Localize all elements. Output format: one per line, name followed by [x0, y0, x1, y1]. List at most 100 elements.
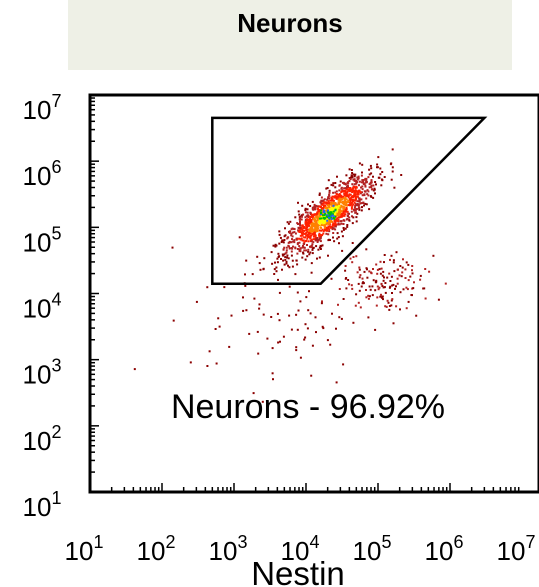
data-point [340, 187, 343, 190]
data-point [290, 228, 293, 231]
data-point [318, 192, 321, 195]
data-point [314, 224, 317, 227]
data-point [356, 192, 359, 195]
data-point [285, 260, 288, 263]
data-point [306, 233, 309, 236]
data-point [368, 173, 371, 176]
data-point [347, 212, 350, 215]
data-point [214, 328, 217, 330]
data-point [332, 191, 335, 194]
data-point [369, 164, 372, 167]
data-point [318, 221, 320, 224]
data-point [335, 196, 338, 199]
data-point [323, 211, 326, 214]
data-point [383, 276, 385, 279]
data-point [277, 341, 280, 344]
data-point [307, 222, 310, 225]
data-point [320, 199, 323, 202]
data-point [411, 265, 414, 267]
data-point [329, 239, 331, 241]
data-point [367, 294, 370, 297]
data-point [351, 187, 354, 190]
data-point [338, 223, 341, 226]
data-point [311, 200, 314, 203]
data-point [372, 175, 374, 178]
data-point [295, 237, 298, 240]
data-point [303, 241, 306, 244]
data-point [307, 224, 310, 227]
data-point [356, 203, 359, 205]
data-point [256, 255, 259, 258]
data-point [358, 197, 361, 200]
data-point [342, 208, 345, 211]
data-point [297, 226, 300, 229]
data-point [372, 268, 374, 270]
data-point [304, 336, 307, 339]
data-point [306, 214, 309, 217]
data-point [342, 205, 345, 208]
data-point [321, 325, 324, 328]
data-point [348, 193, 351, 196]
data-point [172, 319, 175, 322]
data-point [346, 204, 348, 207]
data-point [344, 187, 347, 190]
data-point [318, 232, 321, 235]
data-point [300, 231, 303, 234]
data-point [299, 222, 301, 225]
data-point [379, 295, 382, 298]
data-point [309, 232, 312, 235]
data-point [346, 184, 349, 187]
data-point [349, 187, 351, 189]
data-point [298, 245, 301, 248]
data-point [316, 225, 318, 228]
data-point [276, 257, 279, 260]
data-point [388, 286, 391, 289]
data-point [330, 217, 333, 220]
data-point [304, 258, 307, 261]
data-point [346, 210, 349, 213]
data-point [368, 186, 371, 189]
data-point [374, 181, 377, 183]
data-point [316, 230, 319, 233]
data-point [342, 195, 345, 198]
data-point [341, 205, 344, 208]
data-point [242, 309, 245, 312]
data-point [402, 288, 405, 291]
data-point [320, 235, 322, 238]
data-point [343, 187, 346, 190]
data-point [332, 201, 335, 204]
data-point [361, 206, 363, 209]
data-point [395, 305, 398, 308]
data-point [365, 181, 368, 183]
data-point [274, 245, 277, 248]
data-point [320, 206, 322, 208]
data-point [349, 190, 351, 193]
data-point [290, 234, 293, 237]
data-point [298, 249, 301, 252]
data-point [388, 272, 391, 275]
data-point [350, 206, 353, 209]
data-point [319, 244, 322, 247]
data-point [322, 327, 325, 330]
data-point [334, 182, 337, 184]
data-point [327, 218, 330, 220]
data-point [377, 156, 380, 159]
x-tick-label: 101 [65, 532, 104, 566]
data-point [322, 230, 325, 233]
data-point [351, 190, 354, 193]
data-point [352, 200, 354, 203]
data-point [370, 272, 373, 275]
data-point [280, 258, 282, 260]
data-point [223, 286, 226, 289]
data-point [370, 179, 373, 182]
data-point [358, 162, 361, 165]
data-point [337, 236, 340, 239]
data-point [327, 254, 329, 257]
data-point [340, 204, 343, 207]
data-point [354, 209, 357, 212]
data-point [306, 218, 309, 221]
data-point [320, 213, 322, 216]
data-point [291, 235, 294, 238]
data-point [375, 183, 377, 186]
data-point [325, 228, 328, 231]
